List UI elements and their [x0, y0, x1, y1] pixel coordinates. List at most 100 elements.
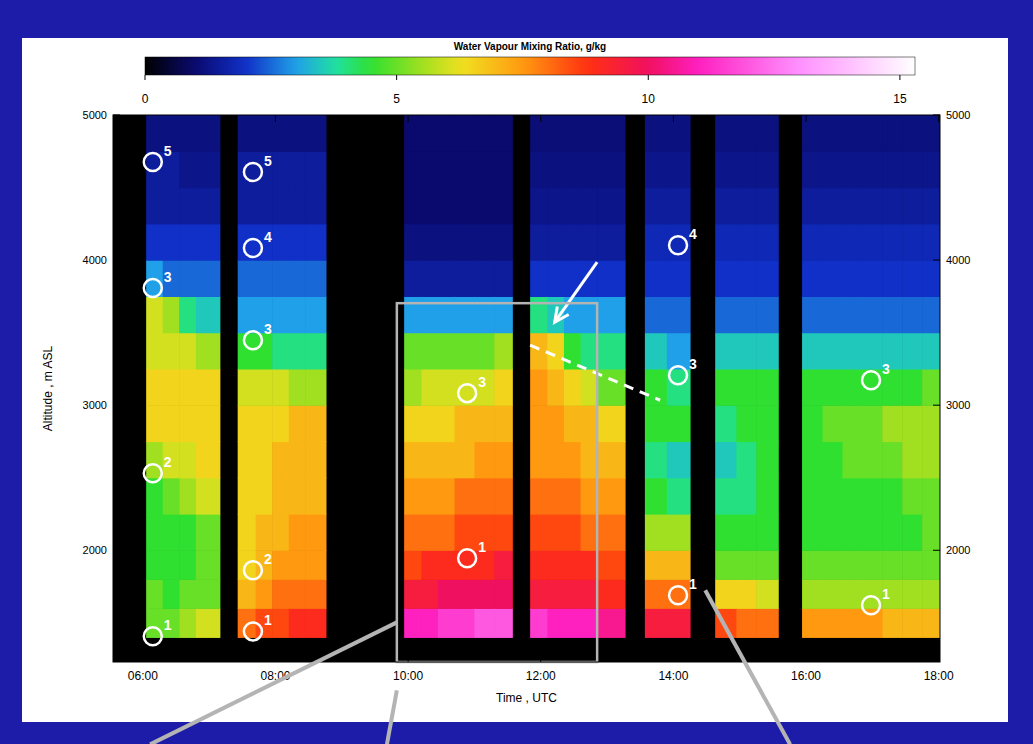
cell — [438, 224, 455, 261]
cell — [438, 151, 455, 188]
cell — [163, 550, 180, 580]
x-tick-top — [673, 115, 674, 122]
cell — [530, 405, 548, 442]
cell — [922, 514, 940, 551]
y-tick — [113, 405, 120, 406]
marker-label: 2 — [164, 454, 172, 470]
cell — [564, 514, 581, 551]
cell — [715, 333, 737, 370]
cell — [146, 369, 163, 406]
cell — [196, 115, 220, 152]
cell — [256, 579, 273, 609]
marker — [862, 371, 880, 389]
cell — [736, 550, 756, 580]
cell — [179, 405, 196, 442]
x-tick — [806, 655, 807, 662]
cell — [404, 514, 422, 551]
cell — [530, 608, 548, 638]
y-tick-label: 4000 — [83, 254, 107, 266]
marker-label: 4 — [264, 229, 272, 245]
x-tick — [142, 655, 143, 662]
cell — [736, 296, 756, 333]
cell — [196, 550, 220, 580]
cell — [305, 550, 326, 580]
cell — [736, 151, 756, 188]
plot-background — [113, 115, 940, 662]
cell — [823, 260, 843, 297]
x-tick-top — [275, 115, 276, 122]
cell — [494, 115, 513, 152]
cell — [922, 151, 940, 188]
cell — [474, 188, 494, 225]
cell — [843, 224, 863, 261]
cell — [715, 405, 737, 442]
cell — [547, 550, 564, 580]
cell — [645, 369, 667, 406]
cell — [238, 115, 257, 152]
cell — [922, 369, 940, 406]
cell — [179, 514, 196, 551]
cell — [823, 608, 843, 638]
cell — [756, 608, 778, 638]
colorbar-tick-label: 10 — [642, 92, 656, 106]
cell — [645, 115, 667, 152]
cell — [530, 296, 548, 333]
cell — [823, 405, 843, 442]
cell — [823, 115, 843, 152]
cell — [289, 405, 306, 442]
cell — [756, 514, 778, 551]
cell — [474, 441, 494, 478]
cell — [305, 369, 326, 406]
cell — [305, 441, 326, 478]
cell — [163, 405, 180, 442]
cell — [922, 441, 940, 478]
cell — [530, 224, 548, 261]
cell — [196, 369, 220, 406]
cell — [455, 151, 475, 188]
cell — [667, 224, 691, 261]
arrow-head — [555, 306, 569, 322]
cell — [305, 188, 326, 225]
cell — [289, 224, 306, 261]
callout-line — [150, 622, 397, 744]
cell — [564, 478, 581, 515]
cell — [196, 333, 220, 370]
x-tick-label: 12:00 — [526, 669, 556, 683]
cell — [474, 296, 494, 333]
cell — [882, 514, 902, 551]
cell — [547, 188, 564, 225]
cell — [645, 224, 667, 261]
marker — [458, 384, 476, 402]
cell — [404, 224, 422, 261]
zoom-box — [397, 303, 597, 662]
cell — [474, 369, 494, 406]
x-tick — [673, 655, 674, 662]
cell — [843, 405, 863, 442]
cell — [421, 478, 438, 515]
cell — [179, 188, 196, 225]
cell — [862, 115, 882, 152]
cell — [922, 478, 940, 515]
cell — [902, 608, 922, 638]
marker-label: 3 — [689, 356, 697, 372]
cell — [862, 369, 882, 406]
marker-label: 3 — [264, 321, 272, 337]
cell — [421, 608, 438, 638]
cell — [756, 405, 778, 442]
cell — [272, 478, 289, 515]
cell — [597, 608, 625, 638]
y-axis-title: Altitude , m ASL — [41, 345, 55, 431]
cell — [564, 405, 581, 442]
cell — [756, 333, 778, 370]
cell — [455, 579, 475, 609]
marker-label: 1 — [478, 539, 486, 555]
marker-label: 3 — [164, 269, 172, 285]
marker — [244, 622, 262, 640]
cell — [597, 550, 625, 580]
cell — [564, 260, 581, 297]
cell — [305, 333, 326, 370]
cell — [438, 188, 455, 225]
cell — [882, 224, 902, 261]
marker-label: 5 — [164, 143, 172, 159]
cell — [438, 579, 455, 609]
